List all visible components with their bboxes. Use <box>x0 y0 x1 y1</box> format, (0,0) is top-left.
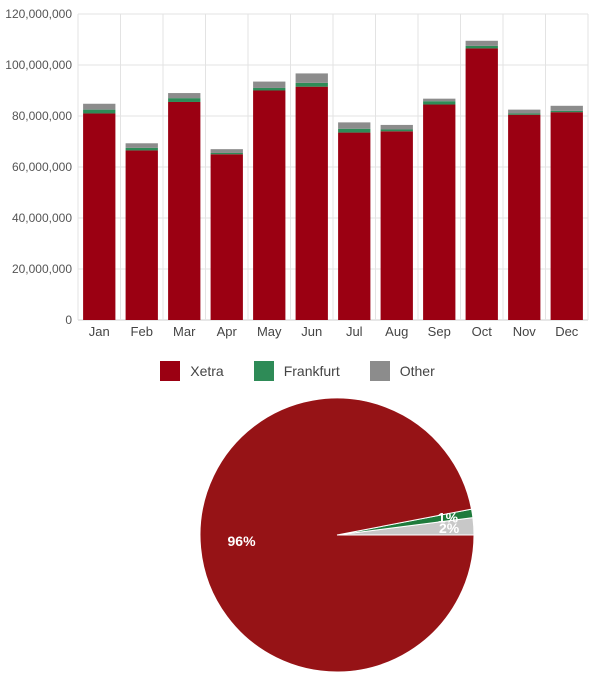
bar-xetra-oct[interactable] <box>465 48 498 321</box>
legend-swatch-frankfurt <box>253 361 274 381</box>
bar-xetra-jun[interactable] <box>295 86 328 320</box>
legend-label-xetra: Xetra <box>190 363 224 379</box>
bar-xetra-mar[interactable] <box>168 101 201 320</box>
chart-legend: Xetra Frankfurt Other <box>0 358 595 384</box>
bar-xetra-nov[interactable] <box>508 114 541 320</box>
bar-frankfurt-jan[interactable] <box>83 109 116 114</box>
x-tick-label: Apr <box>217 324 238 339</box>
legend-swatch-xetra <box>160 361 181 381</box>
bar-frankfurt-apr[interactable] <box>210 152 243 155</box>
y-tick-label: 40,000,000 <box>12 211 72 225</box>
pie-labels: 2%1% 96% <box>228 509 460 549</box>
bar-other-jun[interactable] <box>295 73 328 83</box>
x-tick-label: Jul <box>346 324 363 339</box>
x-tick-label: Jun <box>301 324 322 339</box>
bar-other-apr[interactable] <box>210 149 243 153</box>
bar-xetra-feb[interactable] <box>125 150 158 320</box>
pie-slices <box>199 397 475 673</box>
bar-frankfurt-mar[interactable] <box>168 98 201 102</box>
pie-label-xetra: 96% <box>228 533 257 549</box>
legend-label-other: Other <box>399 363 435 379</box>
bar-xetra-may[interactable] <box>253 90 286 321</box>
bar-other-nov[interactable] <box>508 109 541 114</box>
x-tick-label: Oct <box>472 324 493 339</box>
legend-item-other[interactable]: Other <box>369 361 435 381</box>
bar-other-oct[interactable] <box>465 40 498 46</box>
pie-slice-xetra[interactable] <box>199 397 475 673</box>
pie-label-other: 2% <box>439 520 460 536</box>
legend-label-frankfurt: Frankfurt <box>283 363 340 379</box>
bar-other-mar[interactable] <box>168 93 201 99</box>
bar-other-sep[interactable] <box>423 98 456 102</box>
bar-other-aug[interactable] <box>380 124 413 130</box>
bar-xetra-dec[interactable] <box>550 112 583 320</box>
bar-xetra-jan[interactable] <box>83 113 116 320</box>
pie-chart: 2%1% 96% <box>199 397 475 673</box>
x-axis-ticks: Jan Feb Mar Apr May Jun Jul Aug Sep Oct Nov Dec <box>89 324 579 339</box>
bar-frankfurt-sep[interactable] <box>423 101 456 105</box>
legend-item-frankfurt[interactable]: Frankfurt <box>253 361 340 381</box>
bar-xetra-sep[interactable] <box>423 104 456 321</box>
legend-swatch-other <box>369 361 390 381</box>
bar-frankfurt-jun[interactable] <box>295 82 328 87</box>
x-tick-label: Dec <box>555 324 579 339</box>
pie-label-frankfurt: 1% <box>438 509 459 525</box>
x-tick-label: Sep <box>428 324 451 339</box>
y-tick-label: 100,000,000 <box>5 58 72 72</box>
bar-frankfurt-aug[interactable] <box>380 129 413 132</box>
x-tick-label: Mar <box>173 324 196 339</box>
x-tick-label: Nov <box>513 324 537 339</box>
bar-chart-bars <box>83 40 583 321</box>
y-axis-ticks: 0 20,000,000 40,000,000 60,000,000 80,000,00… <box>5 7 72 327</box>
bar-chart-grid <box>77 13 589 321</box>
x-tick-label: Jan <box>89 324 110 339</box>
x-tick-label: Feb <box>131 324 153 339</box>
bar-frankfurt-jul[interactable] <box>338 128 371 133</box>
bar-other-feb[interactable] <box>125 143 158 148</box>
bar-frankfurt-dec[interactable] <box>550 110 583 113</box>
y-tick-label: 120,000,000 <box>5 7 72 21</box>
bar-xetra-apr[interactable] <box>210 154 243 320</box>
bar-frankfurt-may[interactable] <box>253 87 286 91</box>
legend-item-xetra[interactable]: Xetra <box>160 361 224 381</box>
x-tick-label: Aug <box>385 324 408 339</box>
bar-other-dec[interactable] <box>550 105 583 111</box>
bar-other-jul[interactable] <box>338 122 371 129</box>
stacked-bar-chart: 0 20,000,000 40,000,000 60,000,000 80,000,00… <box>5 7 589 339</box>
y-tick-label: 60,000,000 <box>12 160 72 174</box>
bar-other-jan[interactable] <box>83 103 116 110</box>
y-tick-label: 0 <box>65 313 72 327</box>
y-tick-label: 80,000,000 <box>12 109 72 123</box>
bar-xetra-jul[interactable] <box>338 132 371 320</box>
bar-frankfurt-oct[interactable] <box>465 45 498 49</box>
bar-frankfurt-feb[interactable] <box>125 147 158 151</box>
bar-frankfurt-nov[interactable] <box>508 113 541 115</box>
bar-xetra-aug[interactable] <box>380 131 413 320</box>
bar-other-may[interactable] <box>253 81 286 88</box>
y-tick-label: 20,000,000 <box>12 262 72 276</box>
x-tick-label: May <box>257 324 282 339</box>
